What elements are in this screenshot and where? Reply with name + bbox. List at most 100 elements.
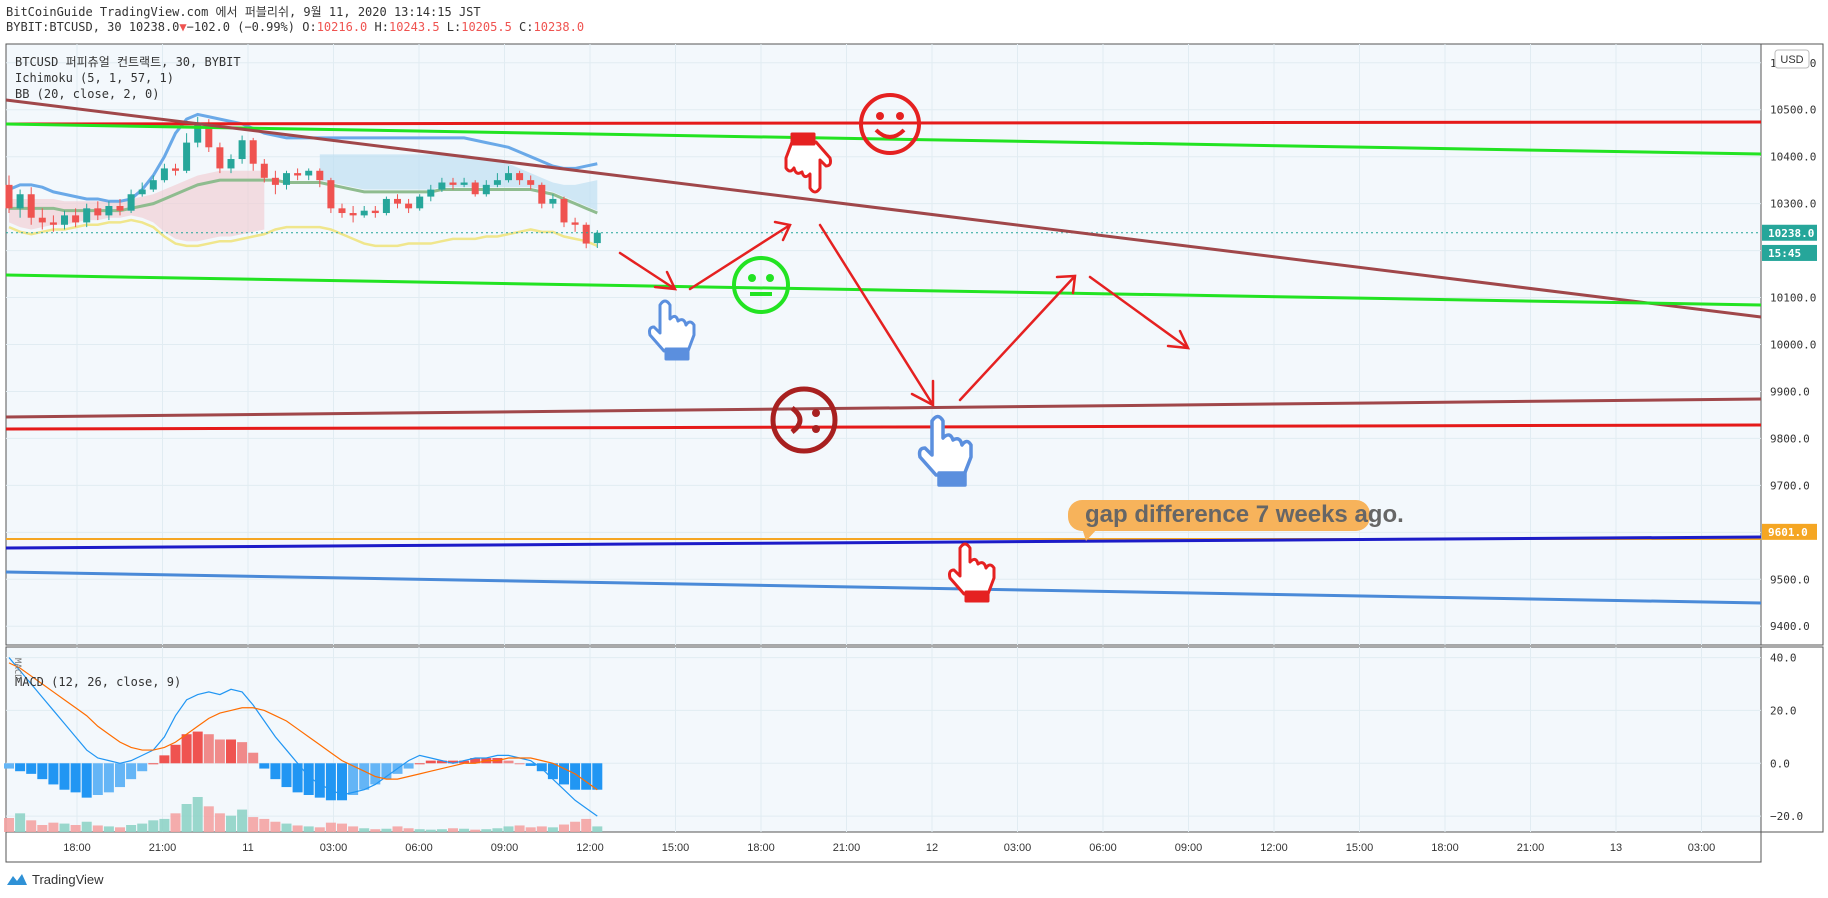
brown-downtrend-line[interactable] bbox=[5, 98, 1762, 319]
histogram-bar bbox=[170, 744, 181, 764]
candle-body bbox=[271, 177, 279, 185]
candle-body bbox=[149, 180, 157, 190]
histogram-bar bbox=[536, 763, 547, 772]
histogram-bar bbox=[292, 763, 303, 793]
time-tick-label: 12 bbox=[926, 842, 938, 854]
volume-bar bbox=[15, 813, 26, 832]
footer-brand[interactable]: TradingView bbox=[32, 871, 104, 887]
histogram-bar bbox=[248, 752, 259, 764]
legend-macd[interactable]: MACD (12, 26, close, 9) bbox=[15, 675, 181, 689]
ohlc-line: BYBIT:BTCUSD, 30 10238.0▼−102.0 (−0.99%)… bbox=[6, 20, 1006, 35]
candle-body bbox=[538, 184, 546, 204]
close-value: 10238.0 bbox=[128, 20, 180, 34]
volume-bar bbox=[470, 829, 481, 832]
price-tick-label: 10400.0 bbox=[1770, 151, 1816, 164]
time-axis-labels: 18:00 21:00 11 03:00 06:00 09:00 12:00 15:00 18:… bbox=[63, 842, 1715, 854]
histogram-bar bbox=[181, 734, 192, 764]
price-tick-label: 10100.0 bbox=[1770, 292, 1816, 305]
green-upper-channel-line[interactable] bbox=[5, 122, 1762, 156]
time-tick-label: 03:00 bbox=[320, 842, 348, 854]
candle-body bbox=[405, 203, 413, 209]
volume-bar bbox=[481, 829, 492, 832]
volume-bar bbox=[536, 826, 547, 832]
volume-bar bbox=[248, 817, 259, 832]
time-tick-label: 15:00 bbox=[1346, 842, 1374, 854]
price-tags: 10238.0 15:45 9601.0 bbox=[1762, 224, 1817, 540]
candle-body bbox=[238, 140, 246, 160]
volume-bar bbox=[359, 828, 370, 832]
macd-pane[interactable] bbox=[5, 646, 1762, 833]
time-tick-label: 15:00 bbox=[662, 842, 690, 854]
candle-body bbox=[183, 142, 191, 171]
light-blue-line[interactable] bbox=[5, 570, 1762, 605]
candle-body bbox=[160, 168, 168, 181]
close-label: C: bbox=[519, 20, 534, 34]
time-tick-label: 18:00 bbox=[747, 842, 775, 854]
candle-body bbox=[582, 224, 590, 244]
publish-line: BitCoinGuide TradingView.com 에서 퍼블리쉬, 9월… bbox=[6, 5, 481, 19]
currency-label: USD bbox=[1780, 54, 1803, 66]
candle-body bbox=[38, 217, 46, 223]
down-arrow-icon: ▼ bbox=[179, 20, 187, 34]
histogram-bar bbox=[303, 763, 314, 795]
price-tick-label: 10300.0 bbox=[1770, 198, 1816, 211]
histogram-bar bbox=[237, 742, 248, 764]
histogram-bar bbox=[81, 763, 92, 798]
price-tick-label: 9900.0 bbox=[1770, 385, 1810, 398]
volume-bar bbox=[137, 823, 148, 832]
histogram-bar bbox=[281, 763, 292, 788]
volume-bar bbox=[70, 825, 81, 832]
gap-callout[interactable]: gap difference 7 weeks ago. bbox=[1068, 500, 1404, 541]
volume-bar bbox=[4, 818, 14, 832]
happy-face-icon bbox=[859, 93, 921, 155]
legend-bb[interactable]: BB (20, close, 2, 0) bbox=[15, 87, 160, 101]
candle-body bbox=[593, 232, 601, 244]
volume-bar bbox=[181, 804, 192, 832]
currency-badge[interactable]: USD bbox=[1774, 49, 1810, 69]
histogram-bar bbox=[226, 739, 236, 764]
brown-support-line[interactable] bbox=[5, 397, 1762, 419]
legend-ichimoku[interactable]: Ichimoku (5, 1, 57, 1) bbox=[15, 71, 174, 85]
volume-bar bbox=[92, 825, 103, 832]
candle-body bbox=[116, 205, 124, 211]
histogram-bar bbox=[92, 763, 103, 795]
hand-pointer-icon bbox=[948, 542, 996, 603]
volume-bar bbox=[436, 829, 447, 832]
symbol-label: BYBIT:BTCUSD, 30 bbox=[6, 20, 122, 34]
time-tick-label: 12:00 bbox=[1260, 842, 1288, 854]
candle-body bbox=[382, 198, 390, 214]
volume-bar bbox=[425, 829, 436, 832]
volume-bar bbox=[348, 826, 359, 832]
blue-gap-line[interactable] bbox=[5, 535, 1762, 550]
candle-body bbox=[527, 180, 535, 185]
candle-body bbox=[294, 173, 302, 176]
open-label: O: bbox=[302, 20, 317, 34]
candle-body bbox=[49, 222, 57, 225]
candle-body bbox=[5, 184, 13, 209]
arrow-up-2 bbox=[958, 274, 1077, 402]
macd-axis[interactable] bbox=[1760, 646, 1824, 833]
candle-body bbox=[427, 189, 435, 197]
histogram-bar bbox=[470, 758, 481, 764]
histogram-bar bbox=[459, 760, 470, 764]
red-support-line[interactable] bbox=[5, 423, 1762, 431]
green-lower-channel-line[interactable] bbox=[5, 273, 1762, 307]
confused-face-icon bbox=[770, 386, 838, 454]
red-resistance-line[interactable] bbox=[5, 120, 1762, 126]
volume-bar bbox=[492, 828, 503, 832]
macd-tick-label: −20.0 bbox=[1770, 810, 1803, 823]
change-value: −102.0 (−0.99%) bbox=[186, 20, 296, 34]
time-tick-label: 06:00 bbox=[405, 842, 433, 854]
histogram-bar bbox=[403, 763, 414, 769]
time-axis[interactable] bbox=[5, 831, 1762, 863]
candle-body bbox=[172, 168, 179, 171]
price-axis[interactable] bbox=[1760, 43, 1824, 646]
price-tag-label: 9601.0 bbox=[1768, 526, 1808, 539]
volume-bar bbox=[170, 813, 181, 832]
candle-body bbox=[305, 170, 313, 176]
candle-body bbox=[371, 210, 379, 214]
candle-body bbox=[449, 182, 457, 185]
volume-bar bbox=[325, 822, 336, 832]
candle-body bbox=[438, 182, 446, 190]
